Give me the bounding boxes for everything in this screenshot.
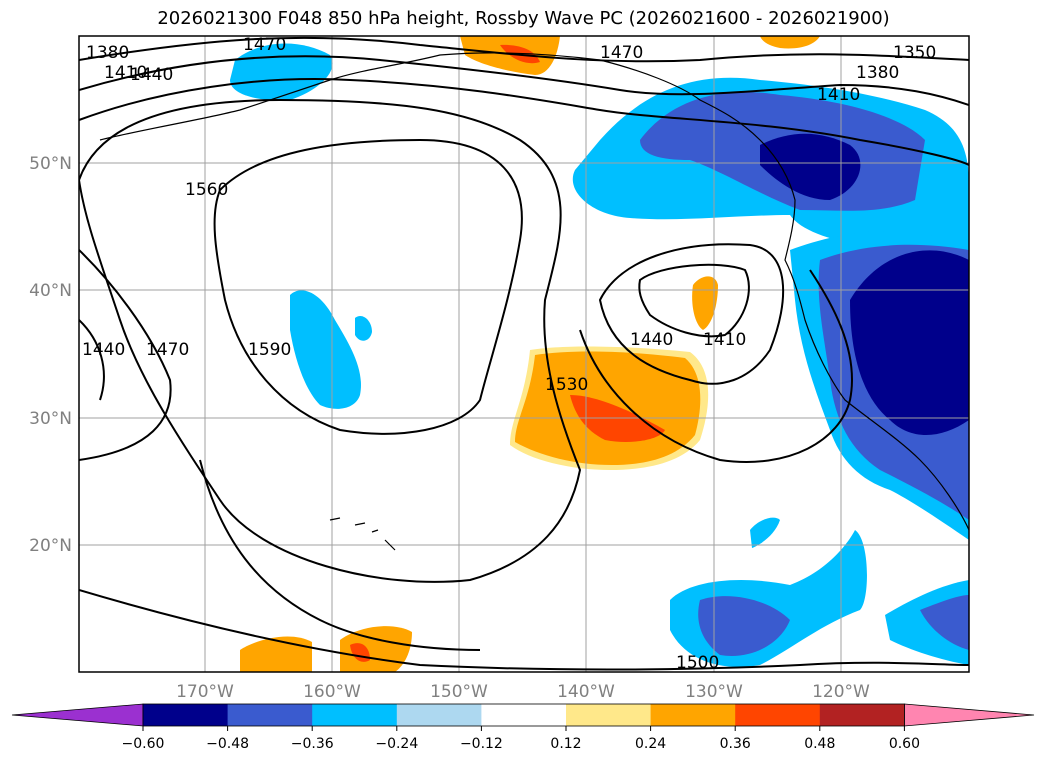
colorbar-segment [143,704,229,726]
lat-label: 30°N [29,409,72,429]
longitude-labels: 170°W 160°W 150°W 140°W 130°W 120°W [176,682,870,702]
colorbar-tick-label: −0.60 [122,736,165,752]
contour-label: 1590 [248,340,291,360]
lat-label: 40°N [29,281,72,301]
contour-label: 1470 [600,43,643,63]
contour-label: 1500 [676,653,719,673]
colorbar-segment [227,704,313,726]
contour-label: 1440 [630,330,673,350]
colorbar-segment [735,704,821,726]
colorbar-segment [566,704,652,726]
contour-label: 1440 [130,65,173,85]
contour-label: 1470 [243,35,286,55]
colorbar-tick-label: −0.36 [291,736,334,752]
colorbar-tick-label: −0.48 [206,736,249,752]
lon-label: 130°W [685,682,743,702]
colorbar-segment [396,704,482,726]
colorbar-segment [819,704,905,726]
lon-label: 160°W [303,682,361,702]
contour-label: 1530 [545,375,588,395]
colorbar-tick-label: −0.12 [460,736,503,752]
lon-label: 120°W [812,682,870,702]
lat-label: 50°N [29,154,72,174]
contour-label: 1380 [86,43,129,63]
contour-label: 1560 [185,180,228,200]
lon-label: 140°W [557,682,615,702]
colorbar-tick-label: 0.48 [804,736,835,752]
colorbar-extend-low [11,703,144,727]
colorbar-tick-label: −0.24 [375,736,418,752]
contour-label: 1350 [893,43,936,63]
colorbar-segment [650,704,736,726]
colorbar-tick-label: 0.24 [635,736,666,752]
lon-label: 170°W [176,682,234,702]
colorbar-extend-high [904,703,1035,727]
contour-label-group: 1380 1410 1440 1470 1560 1590 1440 1470 … [82,35,936,673]
colorbar-segment [312,704,398,726]
lat-label: 20°N [29,536,72,556]
colorbar-frame [142,703,905,727]
map-title: 2026021300 F048 850 hPa height, Rossby W… [157,8,890,29]
contour-label: 1440 [82,340,125,360]
height-contours [79,36,969,671]
anomaly-shading [230,36,969,672]
contour-label: 1380 [856,63,899,83]
colorbar-tick-label: 0.36 [720,736,751,752]
contour-label: 1410 [104,63,147,83]
colorbar-tick-label: 0.12 [550,736,581,752]
latitude-labels: 50°N 40°N 30°N 20°N [29,154,72,556]
colorbar-segment [481,704,567,726]
lon-label: 150°W [430,682,488,702]
colorbar-tick-label: 0.60 [889,736,920,752]
map-frame [78,35,970,673]
coastlines [99,52,969,551]
contour-label: 1410 [817,85,860,105]
colorbar: −0.60 −0.48 −0.36 −0.24 −0.12 0.12 0.24 0.36 0.4… [11,703,1035,752]
contour-label: 1470 [146,340,189,360]
contour-label: 1410 [703,330,746,350]
graticule [79,36,969,672]
